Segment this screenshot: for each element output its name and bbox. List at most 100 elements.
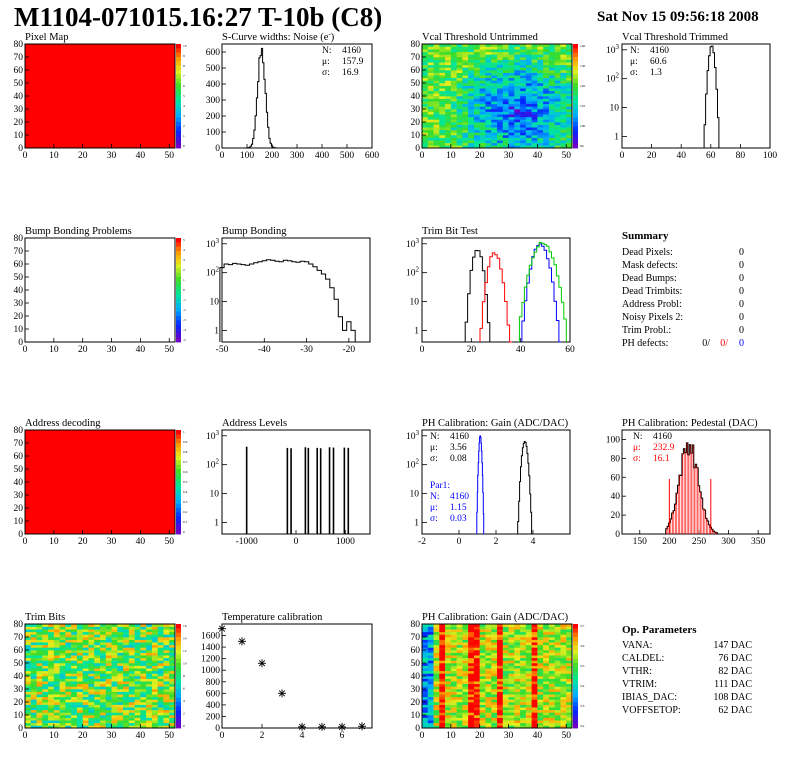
heatmap-cell xyxy=(491,132,498,136)
heatmap-cell xyxy=(76,639,83,643)
heatmap-cell xyxy=(462,135,469,138)
heatmap-cell xyxy=(502,101,509,105)
heatmap-cell xyxy=(566,85,573,89)
y-tick-label: 102 xyxy=(406,458,420,471)
palette-swatch xyxy=(176,44,181,49)
heatmap-cell xyxy=(140,681,147,685)
heatmap-cell xyxy=(94,683,101,687)
heatmap-cell xyxy=(525,129,532,133)
palette-swatch xyxy=(176,272,181,278)
heatmap-cell xyxy=(468,715,475,718)
heatmap-cell xyxy=(456,655,463,659)
heatmap-cell xyxy=(445,725,452,729)
heatmap-cell xyxy=(111,699,118,703)
x-tick-label: 20 xyxy=(475,151,485,161)
palette-tick-label: 2 xyxy=(183,268,185,272)
heatmap-cell xyxy=(514,106,521,110)
heatmap-cell xyxy=(491,722,498,726)
heatmap-cell xyxy=(88,626,95,630)
heatmap-cell xyxy=(537,720,544,724)
heatmap-cell xyxy=(508,681,515,685)
heatmap-cell xyxy=(128,634,135,638)
heatmap-cell xyxy=(59,657,66,661)
heatmap-cell xyxy=(433,77,440,81)
stats-label: σ: xyxy=(633,454,641,464)
heatmap-cell xyxy=(560,668,567,672)
heatmap-cell xyxy=(151,624,158,627)
heatmap-cell xyxy=(439,639,446,643)
heatmap-cell xyxy=(502,696,509,700)
heatmap-cell xyxy=(566,137,573,141)
heatmap-cell xyxy=(502,655,509,659)
heatmap-cell xyxy=(105,707,112,711)
heatmap-cell xyxy=(456,127,463,131)
heatmap-cell xyxy=(485,642,492,646)
heatmap-cell xyxy=(543,96,550,99)
heatmap-cell xyxy=(117,668,124,672)
heatmap-cell xyxy=(525,93,532,97)
heatmap-cell xyxy=(548,85,555,89)
heatmap-cell xyxy=(508,51,515,55)
palette-swatch xyxy=(176,52,181,58)
heatmap-cell xyxy=(537,129,544,133)
heatmap-cell xyxy=(169,673,176,677)
heatmap-cell xyxy=(508,93,515,97)
y-tick-label: 60 xyxy=(14,260,24,270)
heatmap-cell xyxy=(422,717,429,721)
heatmap-cell xyxy=(456,62,463,66)
heatmap-cell xyxy=(497,686,504,690)
summary-value: 0 xyxy=(739,286,744,297)
heatmap-cell xyxy=(71,665,78,669)
heatmap-cell xyxy=(76,668,83,672)
heatmap-cell xyxy=(111,722,118,726)
palette-swatch xyxy=(573,658,578,664)
heatmap-cell xyxy=(508,83,515,86)
heatmap-cell xyxy=(479,54,486,58)
heatmap-cell xyxy=(514,122,521,125)
heatmap-cell xyxy=(491,715,498,718)
heatmap-cell xyxy=(439,624,446,627)
heatmap-cell xyxy=(554,109,561,112)
heatmap-cell xyxy=(433,639,440,643)
heatmap-cell xyxy=(520,127,527,131)
plot-frame xyxy=(621,43,771,149)
heatmap-cell xyxy=(497,660,504,664)
heatmap-cell xyxy=(42,715,49,718)
heatmap-cell xyxy=(422,119,429,123)
chart-title: Vcal Threshold Untrimmed xyxy=(422,32,539,43)
heatmap-cell xyxy=(146,696,153,700)
heatmap-cell xyxy=(566,83,573,86)
heatmap-cell xyxy=(100,655,107,659)
heatmap-cell xyxy=(450,145,457,149)
y-tick-label: 1000 xyxy=(201,666,220,676)
heatmap-cell xyxy=(554,709,561,713)
heatmap-cell xyxy=(531,75,538,79)
heatmap-cell xyxy=(468,124,475,128)
palette-tick-label: 4 xyxy=(183,699,185,703)
heatmap-cell xyxy=(479,712,486,716)
heatmap-cell xyxy=(30,702,37,705)
x-tick-label: 40 xyxy=(136,537,146,547)
heatmap-cell xyxy=(30,681,37,685)
heatmap-cell xyxy=(531,90,538,94)
heatmap-cell xyxy=(508,689,515,692)
heatmap-cell xyxy=(456,689,463,692)
heatmap-cell xyxy=(473,124,480,128)
palette-tick-label: 0.1 xyxy=(183,520,188,524)
heatmap-cell xyxy=(554,655,561,659)
heatmap-cell xyxy=(525,660,532,664)
heatmap-cell xyxy=(548,694,555,698)
heatmap-cell xyxy=(485,665,492,669)
heatmap-cell xyxy=(94,670,101,674)
heatmap-cell xyxy=(433,668,440,672)
heatmap-cell xyxy=(491,678,498,682)
heatmap-cell xyxy=(508,696,515,700)
heatmap-cell xyxy=(479,145,486,149)
heatmap-cell xyxy=(169,644,176,648)
heatmap-cell xyxy=(468,696,475,700)
heatmap-cell xyxy=(433,101,440,105)
heatmap-cell xyxy=(169,668,176,672)
heatmap-cell xyxy=(543,665,550,669)
heatmap-cell xyxy=(59,709,66,713)
